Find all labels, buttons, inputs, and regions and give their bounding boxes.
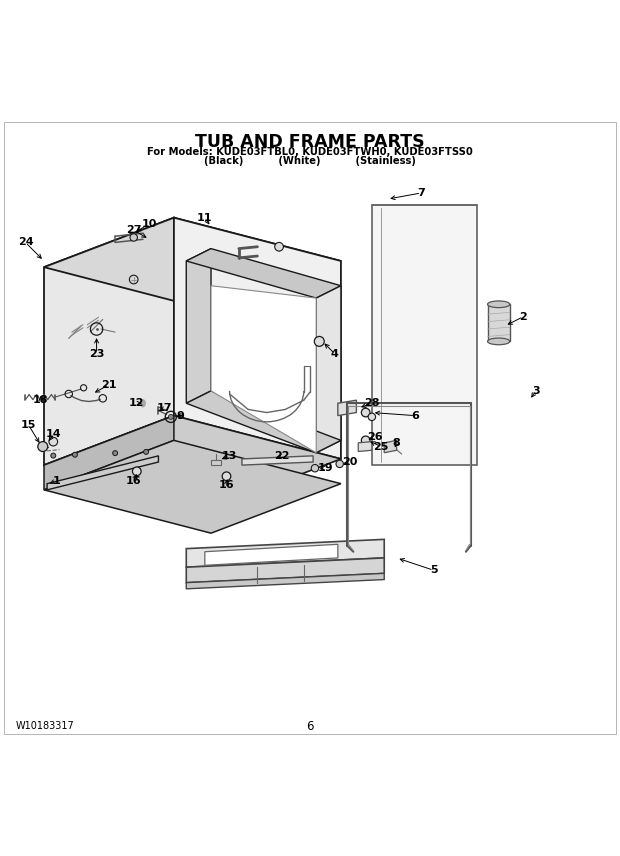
Text: 25: 25 [373, 442, 389, 452]
Polygon shape [186, 248, 341, 298]
Circle shape [336, 461, 343, 467]
Text: 16: 16 [219, 480, 234, 490]
Circle shape [314, 336, 324, 347]
Circle shape [361, 436, 370, 445]
Text: 23: 23 [89, 348, 104, 359]
Polygon shape [44, 416, 341, 508]
Circle shape [169, 414, 173, 419]
Text: 11: 11 [197, 212, 213, 223]
Polygon shape [44, 440, 341, 533]
Text: 5: 5 [430, 565, 438, 575]
Polygon shape [186, 248, 211, 403]
Text: 1: 1 [53, 476, 60, 485]
Text: 14: 14 [45, 429, 61, 439]
Polygon shape [338, 400, 356, 416]
Text: 13: 13 [222, 451, 237, 461]
Text: 21: 21 [101, 380, 117, 389]
Circle shape [368, 413, 376, 420]
Ellipse shape [487, 338, 510, 345]
Circle shape [113, 450, 118, 455]
Circle shape [133, 467, 141, 476]
Polygon shape [358, 442, 372, 451]
Text: (Black)          (White)          (Stainless): (Black) (White) (Stainless) [204, 156, 416, 166]
Text: 6: 6 [306, 720, 314, 733]
Polygon shape [316, 286, 341, 453]
Text: 22: 22 [275, 451, 290, 461]
Text: 10: 10 [141, 219, 157, 229]
Text: 17: 17 [157, 403, 172, 413]
Polygon shape [174, 217, 341, 459]
Polygon shape [372, 205, 477, 465]
Text: 18: 18 [33, 395, 48, 405]
Circle shape [311, 465, 319, 472]
Polygon shape [186, 574, 384, 589]
Polygon shape [384, 440, 397, 453]
Text: 3: 3 [532, 386, 539, 395]
Polygon shape [242, 456, 313, 465]
Ellipse shape [141, 400, 146, 407]
Polygon shape [44, 416, 174, 490]
Text: 24: 24 [17, 237, 33, 247]
Text: 15: 15 [21, 420, 36, 430]
Polygon shape [186, 391, 341, 453]
Text: 20: 20 [342, 457, 358, 467]
Ellipse shape [487, 301, 510, 307]
Circle shape [222, 472, 231, 480]
Text: 7: 7 [417, 188, 425, 198]
Polygon shape [186, 539, 384, 568]
Circle shape [275, 242, 283, 251]
Text: 4: 4 [331, 348, 339, 359]
Circle shape [73, 452, 78, 457]
Polygon shape [211, 286, 316, 453]
Text: W10183317: W10183317 [16, 721, 75, 731]
Polygon shape [211, 461, 221, 465]
Polygon shape [44, 217, 174, 465]
Text: 6: 6 [411, 411, 419, 420]
Circle shape [144, 449, 149, 455]
Polygon shape [44, 217, 341, 311]
Text: 2: 2 [520, 312, 527, 322]
Circle shape [361, 408, 370, 417]
Text: 26: 26 [367, 432, 383, 443]
Text: 16: 16 [126, 476, 141, 485]
Text: 27: 27 [126, 225, 141, 235]
Circle shape [38, 442, 48, 451]
Text: TUB AND FRAME PARTS: TUB AND FRAME PARTS [195, 134, 425, 152]
Circle shape [51, 453, 56, 458]
Polygon shape [205, 544, 338, 565]
Text: 12: 12 [129, 398, 144, 408]
Text: 19: 19 [317, 463, 334, 473]
Circle shape [49, 437, 58, 446]
Text: 8: 8 [392, 438, 401, 449]
Text: 9: 9 [176, 411, 184, 420]
Polygon shape [47, 456, 159, 490]
Polygon shape [186, 558, 384, 583]
Polygon shape [487, 304, 510, 342]
Circle shape [130, 234, 138, 241]
Text: 28: 28 [364, 398, 379, 408]
Text: For Models: KUDE03FTBL0, KUDE03FTWH0, KUDE03FTSS0: For Models: KUDE03FTBL0, KUDE03FTWH0, KU… [147, 147, 473, 158]
